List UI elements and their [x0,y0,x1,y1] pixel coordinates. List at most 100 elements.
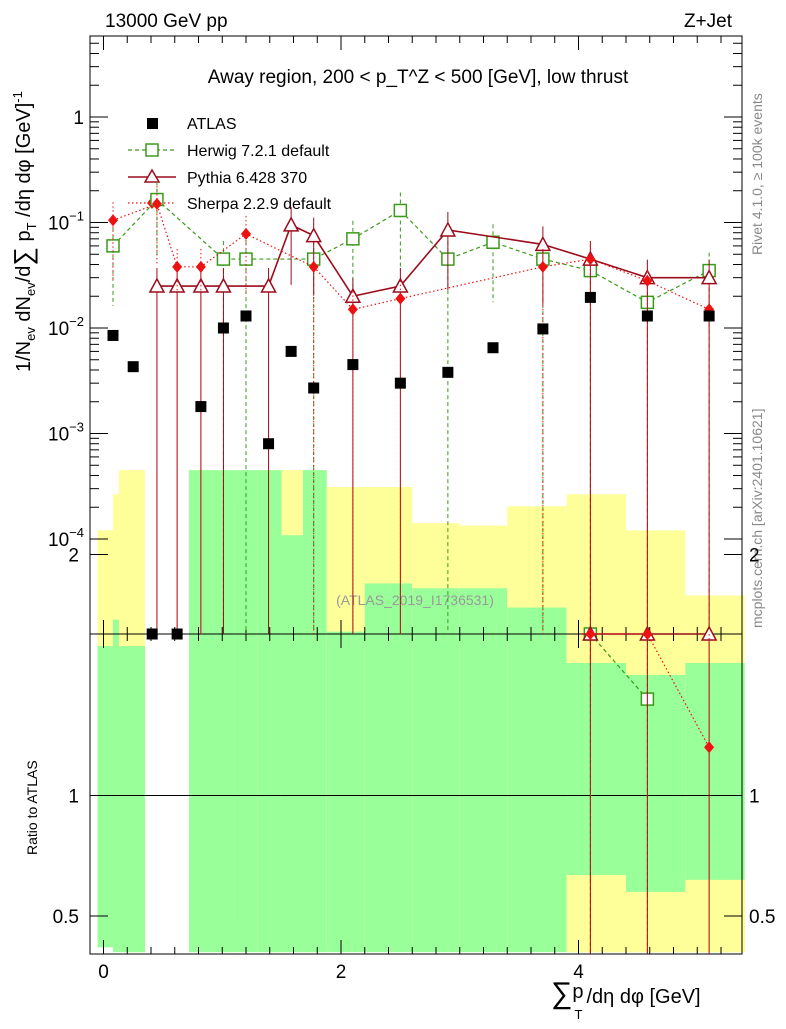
atlas-marker [146,628,158,640]
legend: ATLAS Herwig 7.2.1 default Pythia 6.428 … [128,116,332,213]
sherpa-marker [151,197,162,210]
atlas-marker [584,291,596,303]
ratio-y-tick-label-right: 0.5 [749,907,775,928]
sherpa-marker [308,260,319,273]
pythia-marker [534,235,552,252]
atlas-marker [107,329,119,341]
atlas-marker [537,323,549,335]
axis-ticks [90,36,742,954]
green-band-9 [326,631,365,953]
green-band-12 [459,588,508,953]
x-tick-label: 4 [573,962,584,983]
sherpa-marker [108,214,118,227]
rivet-label: Rivet 4.1.0, ≥ 100k events [749,93,765,255]
herwig-marker [393,203,408,218]
legend-label-herwig: Herwig 7.2.1 default [187,143,330,160]
atlas-marker [217,322,229,334]
atlas-marker [347,359,359,371]
atlas-marker [127,361,139,373]
atlas-marker [195,401,207,413]
sherpa-ratio-marker [585,628,596,640]
green-band-2 [118,646,146,953]
x-tick-label: 0 [98,962,109,983]
atlas-marker [285,345,297,357]
yellow-low-band-1 [626,891,686,953]
legend-marker-pythia [143,168,161,183]
pythia-marker [700,269,718,285]
legend-label-atlas: ATLAS [187,116,237,133]
sherpa-marker [172,260,183,273]
atlas-marker [641,310,653,322]
source-label: mcplots.cern.ch [arXiv:2401.10621] [749,409,765,628]
pythia-ratio-marker [700,625,718,641]
sherpa-marker [195,260,206,273]
atlas-marker [703,310,715,322]
ratio-uncertainty-bands [90,470,745,953]
atlas-marker [308,382,320,394]
atlas-marker [442,366,454,378]
green-band-0 [97,646,113,948]
ratio-y-axis-title: Ratio to ATLAS [24,760,40,855]
svg-text:1/Nev dNev/d∑ pT /dη dφ [GeV]: 1/Nev dNev/d∑ pT /dη dφ [GeV]-1 [8,91,39,372]
svg-text:∑pT/dη dφ [GeV]: ∑p T/dη dφ [GeV] [551,977,701,1022]
atlas-marker [394,377,406,389]
green-band-5 [234,470,258,953]
sherpa-ratio-marker [642,628,653,640]
legend-marker-atlas [147,118,158,129]
sherpa-marker [241,227,251,240]
sherpa-marker [642,274,653,287]
sherpa-line [112,203,710,311]
green-band-4 [189,470,235,953]
pythia-marker [260,277,277,293]
y-tick-label: 10−3 [48,420,84,446]
green-band-13 [507,607,567,953]
green-band-8 [303,470,327,953]
atlas-marker [240,310,252,322]
axis-tick-labels: 1 10−1 10−2 10−3 10−4 0.5 0.5 1 1 2 2 0 2 4 [48,108,775,983]
plot-title: Away region, 200 < p_T^Z < 500 [GeV], lo… [208,67,629,88]
atlas-marker [263,438,275,450]
energy-label: 13000 GeV pp [105,11,228,32]
pythia-marker [215,277,232,293]
green-band-11 [412,588,460,953]
herwig-marker [346,232,360,246]
sherpa-marker [537,260,548,273]
green-band-7 [281,535,303,953]
sherpa-marker [347,303,358,316]
ratio-plot-frame [89,633,743,955]
ratio-y-tick-label-right: 2 [749,546,760,567]
ratio-y-tick-label-right: 1 [749,787,760,808]
y-tick-label: 10−4 [48,525,84,551]
atlas-marker [487,342,499,354]
herwig-marker [106,239,120,253]
sherpa-ratio-marker [704,741,715,754]
herwig-marker [239,252,253,266]
sherpa-marker [395,292,406,305]
main-plot-series [106,181,718,640]
pythia-marker [282,216,300,232]
x-tick-label: 2 [336,962,347,983]
legend-label-sherpa: Sherpa 2.2.9 default [187,196,332,213]
green-band-1 [113,619,119,953]
herwig-marker [216,252,231,266]
ratio-plot-series [582,625,718,954]
green-band-10 [364,583,413,953]
legend-label-pythia: Pythia 6.428 370 [187,170,307,187]
legend-marker-herwig [145,143,159,157]
y-tick-label: 1 [73,108,84,129]
pythia-marker [439,221,457,237]
sherpa-marker [585,253,596,266]
pythia-marker [148,277,166,293]
y-axis-title: 1/Nev dNev/d∑ pT /dη dφ [GeV]-1 [8,91,39,372]
y-tick-label: 10−2 [48,314,84,340]
analysis-watermark: (ATLAS_2019_I1736531) [336,592,494,608]
ratio-y-tick-label: 0.5 [53,907,79,928]
pythia-marker [305,227,322,243]
process-label: Z+Jet [684,11,733,32]
y-tick-label: 10−1 [48,209,84,235]
green-band-6 [257,470,282,953]
x-axis-title: ∑p T/dη dφ [GeV] [551,977,701,1022]
ratio-y-tick-label: 1 [68,787,79,808]
ratio-y-tick-label: 2 [68,546,79,567]
